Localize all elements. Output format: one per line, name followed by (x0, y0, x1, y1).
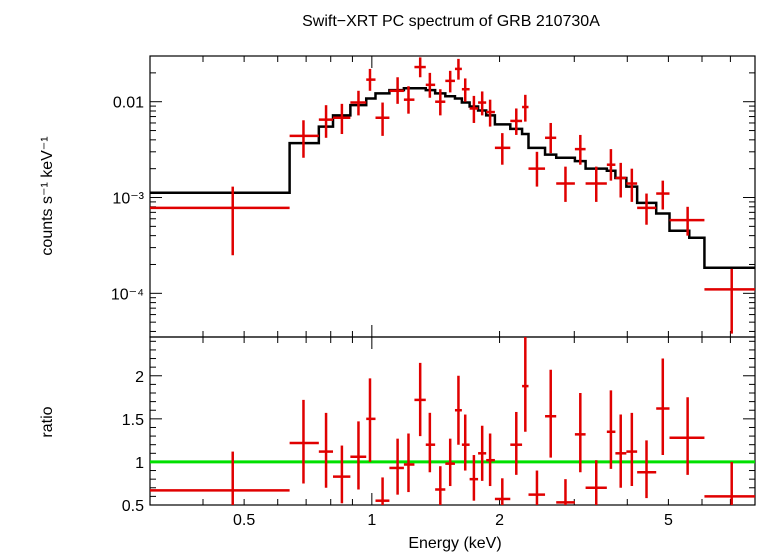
ratio-panel: ratio Energy (keV) 0.5 1 1.5 2 0.5 1 2 5 (39, 336, 756, 552)
spectrum-data-point (585, 166, 607, 202)
spectrum-y-tick-label: 10⁻⁴ (111, 286, 144, 303)
spectrum-data-point (556, 166, 575, 202)
model-step-line (150, 87, 755, 269)
ratio-data-point (545, 369, 557, 458)
ratio-data-point (350, 421, 367, 490)
x-tick-label: 1 (367, 512, 376, 529)
spectrum-data-point (289, 120, 319, 158)
ratio-data-point (510, 411, 523, 475)
spectrum-data-point (414, 57, 426, 78)
ratio-data-point (461, 414, 470, 471)
spectrum-data-point (528, 151, 546, 187)
ratio-y-tick-label: 0.5 (122, 498, 144, 515)
ratio-data-point (704, 461, 755, 505)
ratio-data-point (289, 399, 319, 484)
ratio-data-point (637, 440, 657, 499)
spectrum-data-point (522, 94, 529, 122)
ratio-data-point (445, 438, 455, 487)
ratio-y-tick-label: 1.5 (122, 412, 144, 429)
spectrum-data-point (494, 133, 511, 165)
spectrum-data-point (574, 134, 586, 165)
spectrum-data-point (389, 77, 404, 104)
spectrum-data-point (435, 89, 446, 116)
ratio-plot-frame (149, 336, 756, 506)
chart-title: Swift−XRT PC spectrum of GRB 210730A (302, 13, 600, 30)
spectrum-data-point (615, 162, 627, 198)
spectrum-data-point (375, 102, 390, 136)
ratio-data-point (454, 375, 462, 445)
spectrum-data-point (318, 105, 334, 138)
ratio-data-point (656, 358, 670, 456)
x-axis-label: Energy (keV) (408, 535, 501, 552)
spectrum-data-point (478, 91, 487, 116)
spectrum-plot-frame (149, 55, 756, 338)
ratio-data-point (494, 478, 511, 505)
spectrum-data-point (350, 90, 367, 116)
spectrum-data-point (366, 68, 376, 91)
x-tick-label: 2 (495, 512, 504, 529)
spectrum-data-point (510, 108, 523, 135)
ratio-data-point (486, 433, 495, 487)
x-tick-label: 5 (664, 512, 673, 529)
ratio-data-point (403, 433, 415, 493)
spectrum-data-point (333, 103, 351, 135)
y-axis-label-ratio: ratio (39, 406, 56, 437)
spectrum-data-point (545, 122, 557, 154)
spectrum-data-point (669, 206, 705, 236)
ratio-data-point (522, 337, 529, 432)
spectrum-y-tick-label: 0.01 (113, 95, 144, 112)
spectrum-data-point (637, 193, 657, 225)
ratio-data-point (606, 390, 616, 469)
spectrum-data-point (445, 70, 455, 93)
ratio-y-tick-label: 1 (135, 455, 144, 472)
spectrum-data-point (469, 95, 479, 123)
ratio-data-point (585, 460, 607, 505)
x-tick-label: 0.5 (233, 512, 255, 529)
spectrum-y-tick-label: 10⁻³ (112, 191, 144, 208)
ratio-y-tick-label: 2 (135, 369, 144, 386)
ratio-data-point (556, 479, 575, 505)
ratio-data-point (366, 378, 376, 462)
y-axis-label-counts: counts s⁻¹ keV⁻¹ (39, 136, 56, 255)
ratio-data-point (318, 412, 334, 488)
spectrum-data-point (606, 149, 616, 181)
spectrum-data-point (461, 78, 470, 102)
spectrum-data-point (656, 180, 670, 210)
ratio-data-point (478, 425, 487, 481)
spectrum-data-point (704, 268, 755, 334)
spectrum-data-point (486, 99, 495, 127)
ratio-data-point (150, 451, 290, 505)
ratio-data-point (389, 438, 404, 495)
ratio-data-point (528, 470, 546, 505)
spectrum-panel: counts s⁻¹ keV⁻¹ 0.01 10⁻³ 10⁻⁴ (39, 55, 756, 338)
spectrum-data-point (454, 58, 462, 80)
ratio-data-point (669, 397, 705, 475)
ratio-data-point (626, 412, 638, 487)
spectrum-data-point (403, 86, 415, 114)
spectrum-data-point (425, 72, 436, 98)
ratio-data-point (435, 466, 446, 505)
ratio-data-point (414, 362, 426, 437)
spectrum-data-point (150, 186, 290, 256)
ratio-data-point (425, 412, 436, 473)
spectrum-data-point (626, 168, 638, 202)
ratio-data-point (333, 445, 351, 504)
ratio-data-point (615, 414, 627, 488)
ratio-data-point (375, 477, 390, 505)
ratio-data-point (574, 393, 586, 473)
ratio-data-point (469, 455, 479, 501)
